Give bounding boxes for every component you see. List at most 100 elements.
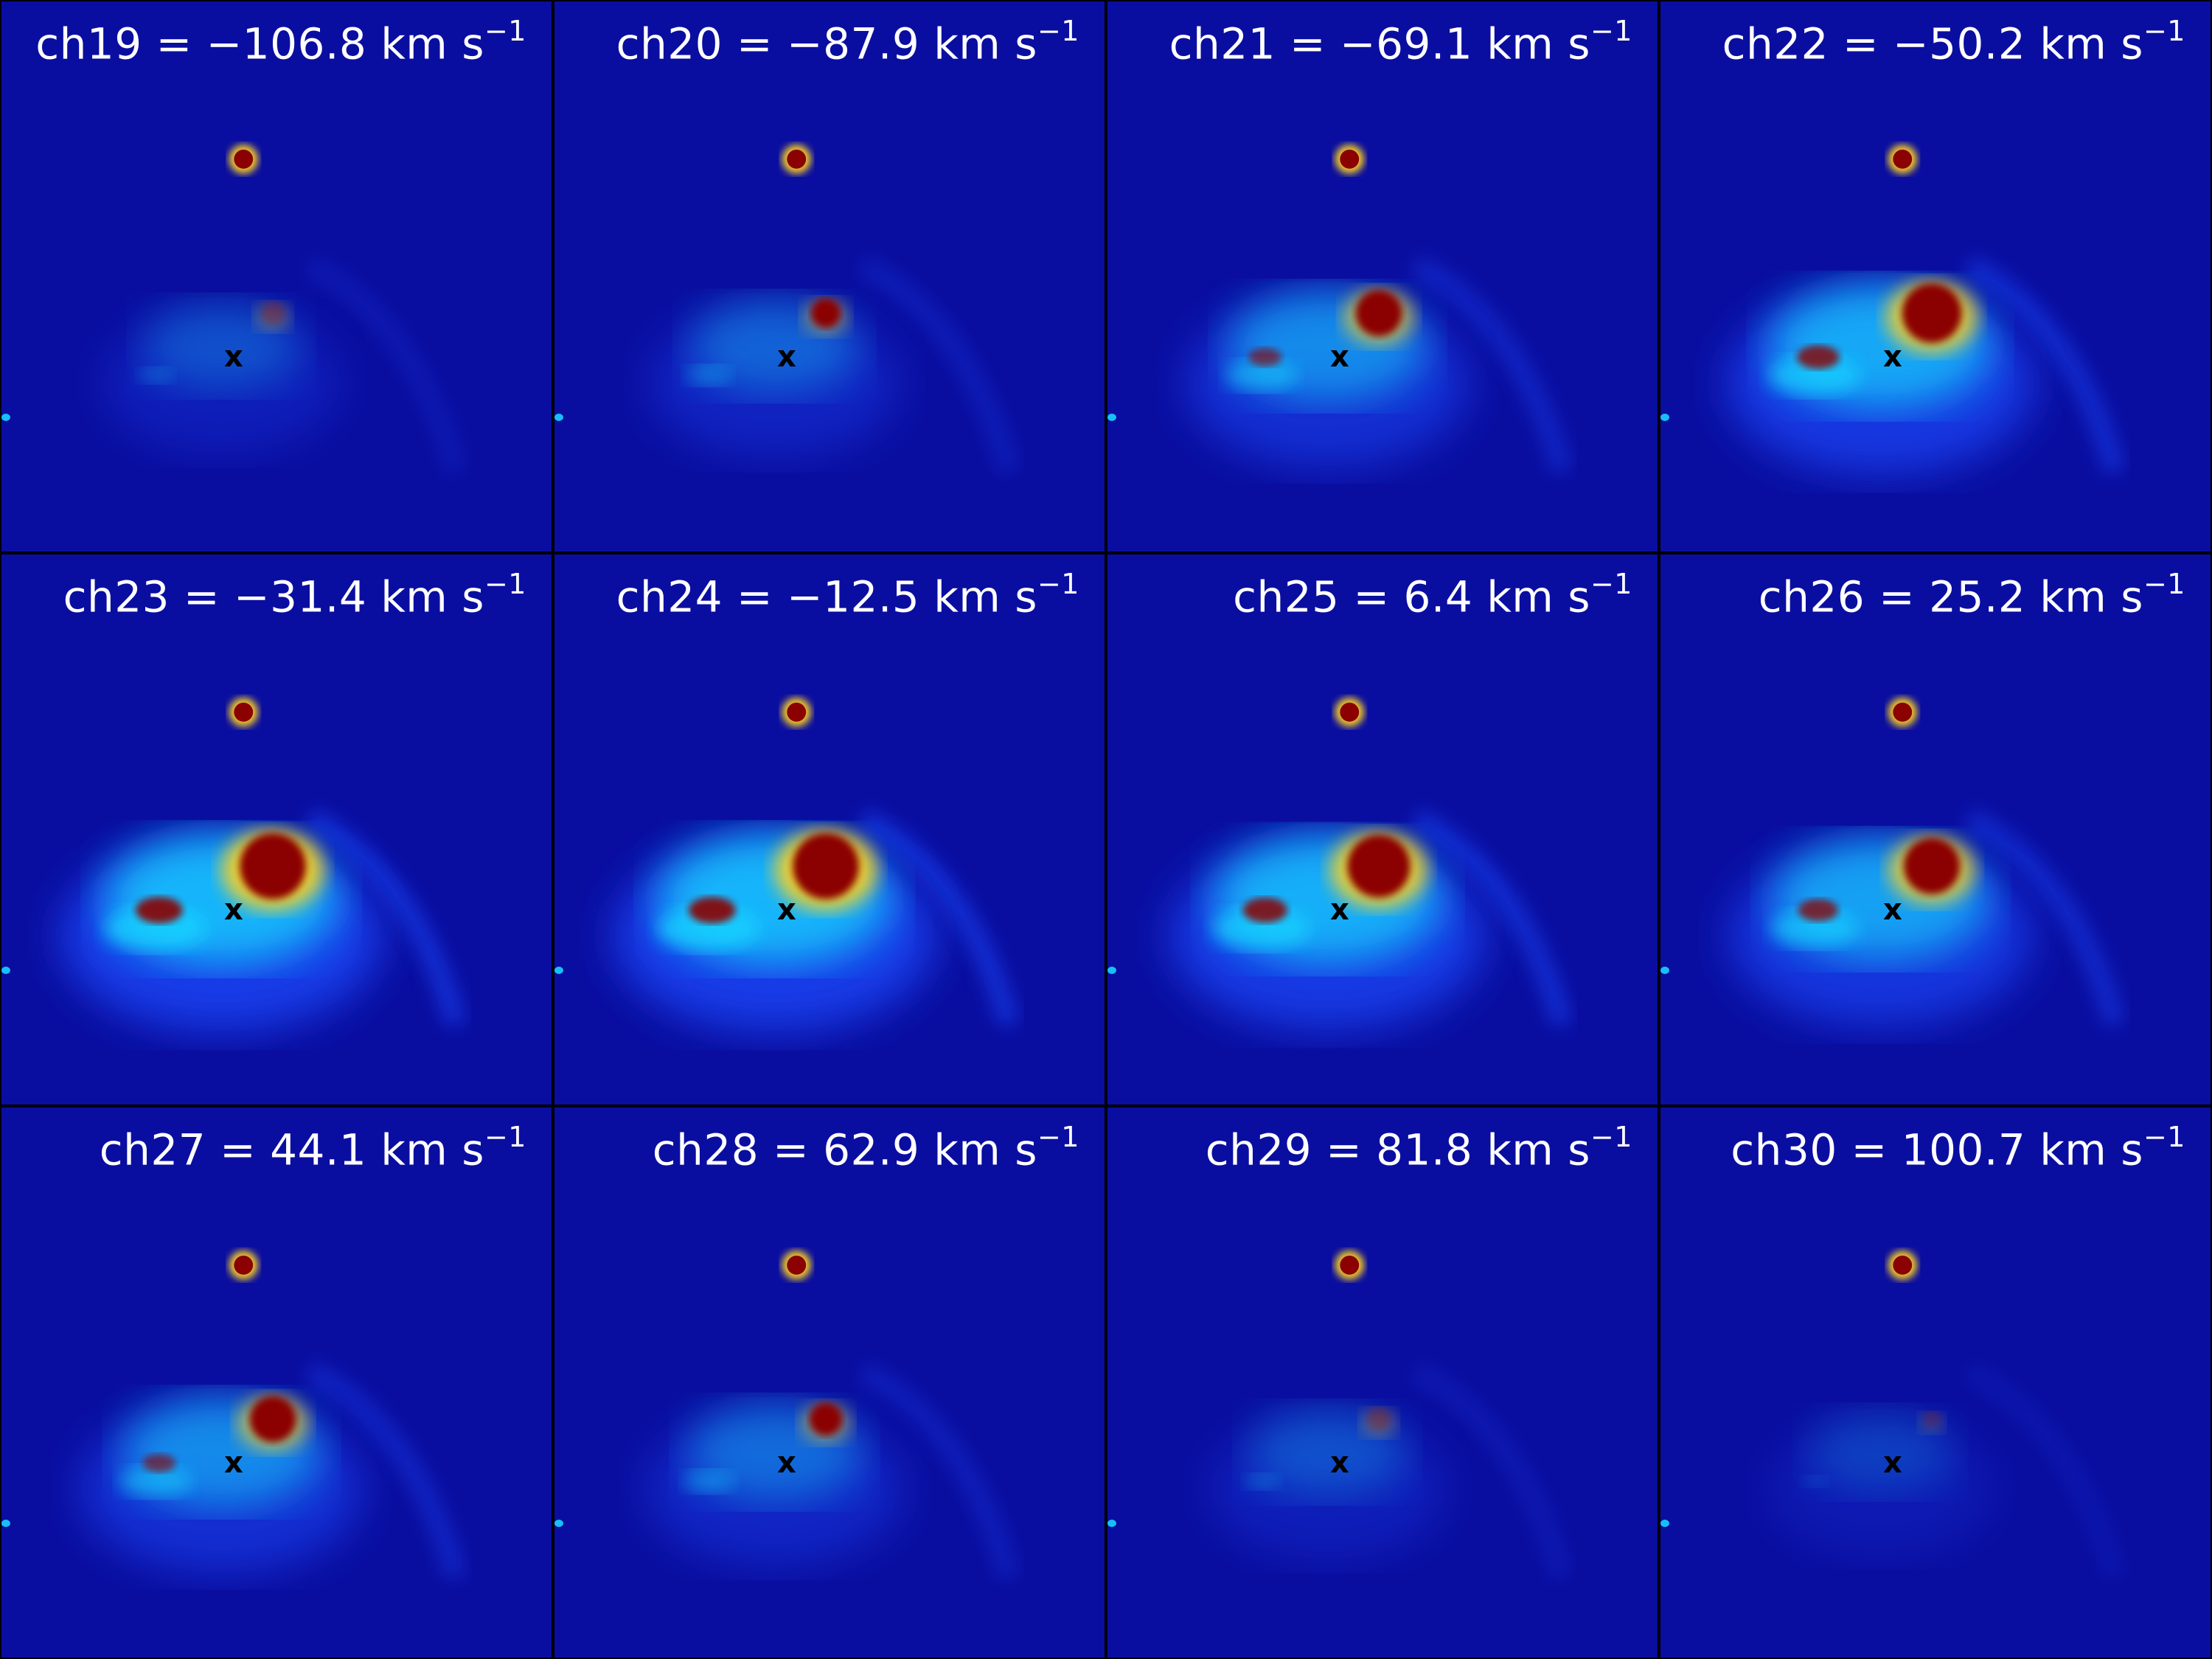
mid-emission-west (657, 906, 760, 951)
nucleus-marker: x (1330, 1446, 1349, 1480)
unit-exponent: −1 (1037, 568, 1079, 600)
faint-arc (858, 255, 1020, 474)
equals-sign: = (759, 1124, 824, 1175)
point-source (234, 1255, 254, 1275)
faint-arc (858, 1361, 1020, 1580)
faint-arc (858, 808, 1020, 1027)
equals-sign: = (723, 571, 787, 622)
velocity-unit: km s (380, 18, 484, 69)
label-space (1472, 571, 1486, 622)
emission-map (1660, 1250, 2126, 1580)
emission-map (1, 144, 467, 474)
velocity-value: 44.1 (270, 1124, 367, 1175)
nucleus-marker: x (224, 893, 243, 927)
velocity-unit: km s (1486, 18, 1590, 69)
edge-source (1, 1520, 10, 1527)
peak-core (793, 832, 859, 900)
emission-map (1660, 144, 2126, 475)
point-source (1893, 1255, 1913, 1275)
peak-core (249, 1396, 296, 1443)
channel-panel-ch27: ch27 = 44.1 km s−1 x (0, 1106, 553, 1659)
emission-map (1660, 697, 2126, 1027)
equals-sign: = (206, 1124, 271, 1175)
peak-knot-west (1248, 347, 1282, 366)
channel-label: ch25 = 6.4 km s−1 (1233, 568, 1632, 622)
channel-panel-ch30: ch30 = 100.7 km s−1 x (1659, 1106, 2212, 1659)
peak-core (261, 302, 285, 325)
velocity-unit: km s (933, 571, 1037, 622)
equals-sign: = (1829, 18, 1893, 69)
edge-source (1107, 414, 1116, 421)
channel-panel-ch22: ch22 = −50.2 km s−1 x (1659, 0, 2212, 553)
equals-sign: = (723, 18, 787, 69)
faint-arc (1411, 1361, 1573, 1580)
label-space (366, 1124, 380, 1175)
point-source (1340, 149, 1360, 169)
channel-name: ch30 (1731, 1124, 1837, 1175)
velocity-value: −69.1 (1340, 18, 1473, 69)
point-source (1893, 149, 1913, 169)
equals-sign: = (1339, 571, 1404, 622)
peak-knot-west (142, 1453, 176, 1472)
label-space (1472, 1124, 1486, 1175)
label-space (2025, 18, 2039, 69)
peak-core (1367, 1408, 1391, 1431)
mid-emission-west (1801, 1475, 1828, 1487)
nucleus-marker: x (1883, 893, 1902, 927)
mid-emission-west (1243, 1473, 1280, 1489)
point-source (787, 702, 807, 722)
mid-emission-west (1770, 909, 1859, 947)
equals-sign: = (1276, 18, 1340, 69)
mid-emission-west (104, 906, 207, 951)
velocity-value: −12.5 (787, 571, 920, 622)
peak-core (1902, 283, 1962, 344)
label-space (1472, 18, 1486, 69)
emission-map (1107, 697, 1573, 1029)
nucleus-marker: x (1883, 1446, 1902, 1480)
velocity-unit: km s (1486, 1124, 1590, 1175)
peak-core (240, 832, 306, 900)
velocity-value: 62.9 (823, 1124, 920, 1175)
velocity-value: −31.4 (234, 571, 367, 622)
label-space (2025, 571, 2039, 622)
peak-knot-west (1242, 897, 1288, 923)
channel-panel-ch24: ch24 = −12.5 km s−1 x (553, 553, 1106, 1106)
unit-exponent: −1 (484, 1121, 526, 1153)
edge-source (1, 967, 10, 974)
velocity-unit: km s (380, 1124, 484, 1175)
point-source (1340, 702, 1360, 722)
unit-exponent: −1 (1037, 1121, 1079, 1153)
unit-exponent: −1 (1590, 1121, 1632, 1153)
emission-map (1107, 1250, 1573, 1580)
edge-source (554, 414, 563, 421)
nucleus-marker: x (224, 340, 243, 374)
nucleus-marker: x (1883, 340, 1902, 374)
channel-panel-ch21: ch21 = −69.1 km s−1 x (1106, 0, 1659, 553)
faint-arc (305, 808, 467, 1027)
faint-arc (1964, 808, 2126, 1027)
faint-arc (1964, 1361, 2126, 1580)
velocity-value: 6.4 (1403, 571, 1473, 622)
faint-arc (1411, 808, 1573, 1027)
label-space (366, 571, 380, 622)
velocity-value: −106.8 (206, 18, 367, 69)
unit-exponent: −1 (1590, 568, 1632, 600)
channel-label: ch30 = 100.7 km s−1 (1731, 1121, 2185, 1175)
channel-panel-ch29: ch29 = 81.8 km s−1 x (1106, 1106, 1659, 1659)
channel-label: ch21 = −69.1 km s−1 (1169, 15, 1632, 69)
emission-map (1, 697, 467, 1032)
point-source (787, 1255, 807, 1275)
channel-name: ch21 (1169, 18, 1276, 69)
edge-source (1, 414, 10, 421)
nucleus-marker: x (777, 893, 796, 927)
channel-label: ch22 = −50.2 km s−1 (1722, 15, 2185, 69)
unit-exponent: −1 (2143, 1121, 2185, 1153)
label-space (366, 18, 380, 69)
unit-exponent: −1 (484, 15, 526, 47)
unit-exponent: −1 (1037, 15, 1079, 47)
peak-knot-west (1798, 899, 1838, 922)
equals-sign: = (1312, 1124, 1377, 1175)
channel-label: ch20 = −87.9 km s−1 (616, 15, 1079, 69)
velocity-value: −50.2 (1893, 18, 2026, 69)
velocity-value: 81.8 (1376, 1124, 1473, 1175)
